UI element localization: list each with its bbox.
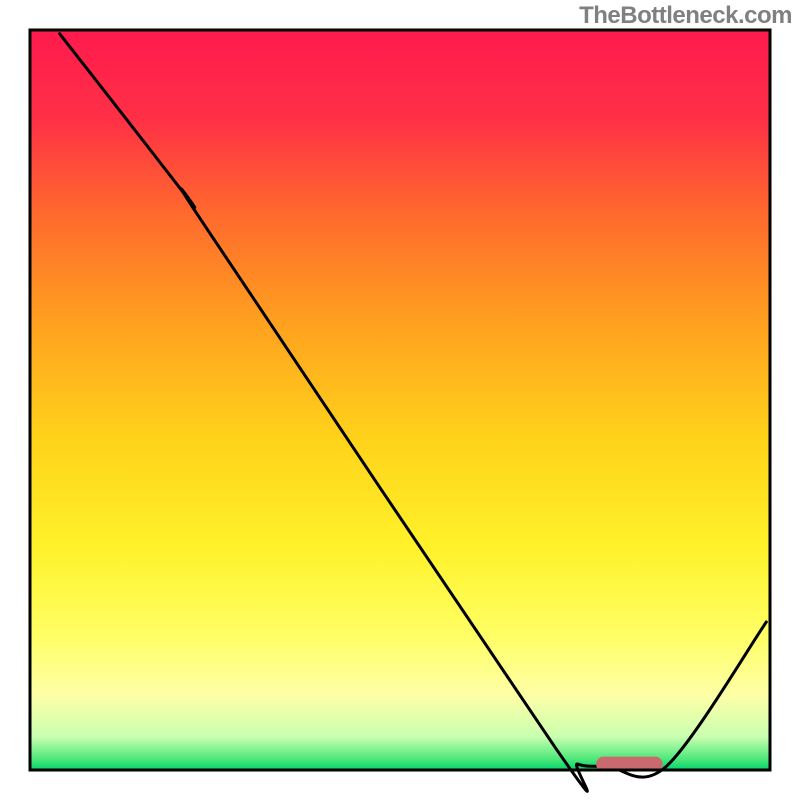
bottleneck-chart — [0, 0, 800, 800]
chart-container: { "watermark": { "text": "TheBottleneck.… — [0, 0, 800, 800]
plot-background — [30, 30, 770, 770]
